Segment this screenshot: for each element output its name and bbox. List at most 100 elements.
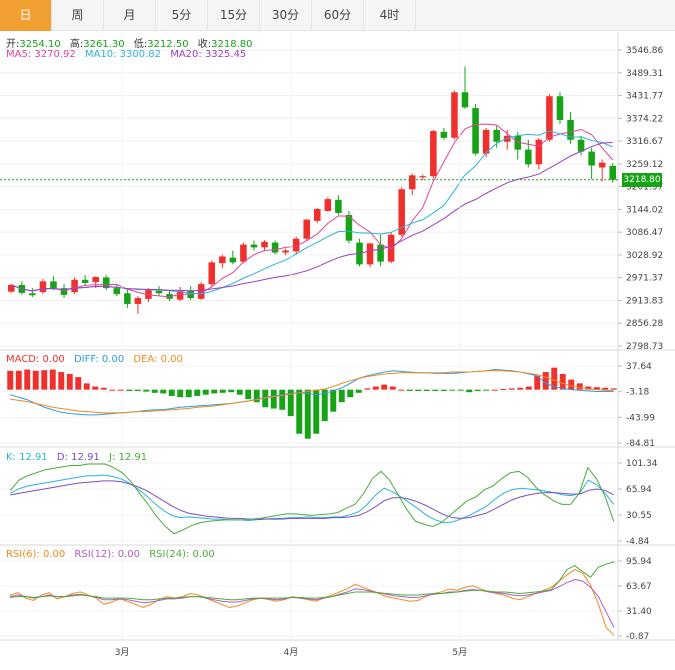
macd-bar-positive — [593, 387, 600, 390]
candle-down — [29, 293, 36, 296]
macd-bar-negative — [457, 389, 464, 391]
macd-legend: MACD: 0.00 DIFF: 0.00 DEA: 0.00 — [6, 354, 189, 365]
price-tick-label: 3028.92 — [626, 251, 663, 261]
macd-bar-positive — [75, 377, 82, 390]
sub-tick-label: 95.94 — [626, 557, 652, 567]
diff-label: DIFF: 0.00 — [73, 354, 125, 365]
candle-down — [493, 129, 500, 142]
kdj-d-line — [10, 480, 614, 520]
candle-down — [440, 131, 448, 138]
tab-week[interactable]: 周 — [52, 0, 104, 31]
macd-bar-negative — [228, 389, 235, 393]
macd-bar-positive — [58, 372, 65, 390]
macd-bar-negative — [168, 389, 175, 396]
candle-down — [50, 281, 57, 289]
tab-30min[interactable]: 30分 — [260, 0, 312, 31]
sub-tick-label: 101.34 — [626, 459, 658, 469]
macd-bar-negative — [474, 389, 481, 391]
macd-bar-negative — [432, 389, 439, 391]
tab-month[interactable]: 月 — [104, 0, 156, 31]
macd-bar-positive — [585, 386, 592, 390]
rsi6-line — [9, 568, 615, 636]
rsi6-label: RSI(6): 0.00 — [6, 549, 66, 560]
month-tick-label: 4月 — [284, 647, 299, 658]
candle-down — [113, 288, 121, 295]
macd-bar-negative — [151, 389, 158, 393]
macd-bar-positive — [517, 387, 524, 390]
macd-bar-negative — [185, 389, 192, 398]
candle-up — [240, 244, 247, 262]
macd-bar-negative — [143, 389, 150, 392]
tab-5min[interactable]: 5分 — [156, 0, 208, 31]
sub-tick-label: -43.99 — [626, 413, 655, 423]
candle-down — [124, 293, 131, 304]
candle-down — [271, 242, 279, 253]
sub-tick-label: -84.81 — [626, 439, 655, 449]
period-tabs: 日 周 月 5分 15分 30分 60分 4时 — [0, 0, 675, 31]
candle-up — [408, 175, 416, 190]
tab-day[interactable]: 日 — [0, 0, 52, 31]
candle-down — [229, 257, 237, 263]
candle-down — [472, 108, 479, 154]
candle-up — [39, 281, 47, 293]
current-price-tag: 3218.80 — [622, 173, 662, 187]
price-tick-label: 3144.02 — [626, 205, 663, 215]
macd-bar-negative — [355, 389, 362, 393]
macd-bar-negative — [270, 389, 277, 409]
price-tick-label: 3316.67 — [626, 137, 663, 147]
price-tick-label: 3201.57 — [626, 183, 663, 193]
price-tick-label: 2971.37 — [626, 274, 663, 284]
macd-bar-negative — [177, 389, 184, 398]
macd-bar-negative — [202, 389, 209, 395]
macd-bar-negative — [219, 389, 226, 393]
macd-bar-negative — [126, 389, 133, 391]
rsi24-line — [9, 561, 615, 601]
macd-bar-positive — [15, 370, 22, 390]
candle-up — [398, 189, 405, 235]
candle-up — [134, 298, 142, 304]
macd-bar-negative — [466, 389, 473, 393]
candle-up — [208, 262, 216, 285]
macd-bar-negative — [236, 389, 243, 395]
tab-60min[interactable]: 60分 — [312, 0, 364, 31]
candle-up — [197, 284, 205, 299]
candle-up — [176, 290, 184, 300]
candle-up — [430, 131, 437, 177]
macd-bar-positive — [542, 372, 549, 390]
ma-legend: MA5: 3270.92 MA10: 3300.82 MA20: 3325.45 — [6, 49, 252, 60]
price-tick-label: 3431.77 — [626, 92, 663, 102]
ohlc-legend: 开:3254.10 高:3261.30 低:3212.50 收:3218.80 — [6, 35, 259, 50]
open-value: 开:3254.10 — [6, 39, 61, 50]
candle-up — [324, 199, 332, 211]
candle-up — [419, 176, 427, 178]
candle-up — [71, 279, 78, 293]
macd-bar-positive — [49, 369, 56, 390]
candle-down — [60, 288, 68, 295]
candle-down — [335, 199, 342, 213]
tab-4hour[interactable]: 4时 — [364, 0, 416, 31]
macd-bar-negative — [406, 389, 413, 391]
high-value: 高:3261.30 — [69, 39, 125, 50]
macd-bar-negative — [483, 389, 490, 391]
close-value: 收:3218.80 — [197, 39, 253, 50]
j-label: J: 12.91 — [109, 452, 148, 463]
macd-bar-positive — [551, 367, 558, 390]
macd-bar-negative — [134, 389, 141, 391]
candle-down — [514, 135, 522, 150]
macd-bar-positive — [372, 386, 379, 390]
candle-up — [219, 256, 226, 264]
sub-tick-label: -4.84 — [626, 537, 650, 547]
candle-up — [303, 219, 310, 239]
macd-bar-positive — [491, 389, 498, 391]
ma10-label: MA10: 3300.82 — [84, 49, 162, 60]
macd-bar-negative — [304, 389, 311, 439]
candle-up — [282, 250, 289, 253]
sub-tick-label: 65.94 — [626, 485, 652, 495]
candle-down — [461, 92, 469, 108]
tab-15min[interactable]: 15分 — [208, 0, 260, 31]
macd-bar-negative — [313, 389, 320, 434]
price-tick-label: 2856.28 — [626, 319, 663, 329]
macd-bar-positive — [500, 389, 507, 391]
candle-up — [598, 162, 606, 168]
macd-bar-negative — [321, 389, 328, 422]
